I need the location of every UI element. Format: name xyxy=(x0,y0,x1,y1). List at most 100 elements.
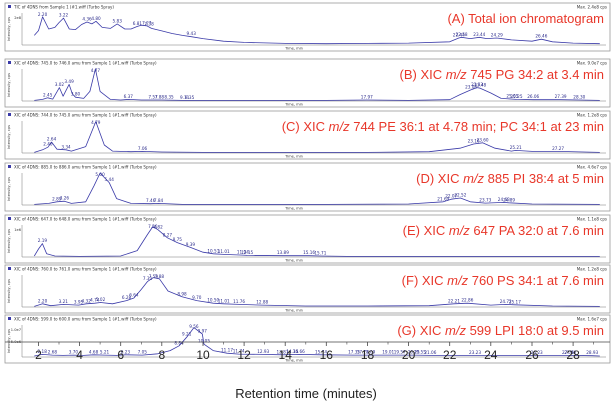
panel-annotation: (G) XIC m/z 599 LPI 18:0 at 9.5 min xyxy=(397,323,604,338)
annotation-detail: 599 LPI 18:0 at 9.5 min xyxy=(466,323,604,338)
peak-label: 2.18 xyxy=(38,349,48,354)
peak-label: 3.80 xyxy=(71,92,81,97)
x-tick-label: 20 xyxy=(402,348,416,362)
peak-label: 6.81 xyxy=(133,21,143,26)
peak-label: 9.70 xyxy=(192,295,202,300)
peak-label: 23.73 xyxy=(479,198,491,203)
peak-label: 6.37 xyxy=(124,94,134,99)
peak-label: 23.33 xyxy=(471,82,483,87)
peak-label: 23.48 xyxy=(474,83,486,88)
peak-label: 11.17 xyxy=(221,348,233,353)
peak-label: 3.26 xyxy=(60,196,70,201)
chromatogram-trace xyxy=(34,121,600,153)
chromatogram-panel: XIC of 4DNS: 885.0 to 886.0 amu from Sam… xyxy=(4,162,611,212)
x-tick-label: 24 xyxy=(484,348,498,362)
peak-label: 2.89 xyxy=(52,196,62,201)
peak-label: 7.56 xyxy=(148,224,158,229)
chromatogram-panel: XIC of 4DNS: 744.0 to 745.0 amu from Sam… xyxy=(4,110,611,160)
y-axis-label: Intensity, cps xyxy=(7,229,11,253)
annotation-mz: m/z xyxy=(449,223,470,238)
chromatogram-trace xyxy=(34,277,600,307)
annotation-detail: 760 PS 34:1 at 7.6 min xyxy=(468,273,604,288)
peak-label: 20.55 xyxy=(414,350,426,355)
peak-label: 25.21 xyxy=(510,145,522,150)
peak-label: 23.60 xyxy=(477,137,489,142)
y-axis-label: Intensity, cps xyxy=(7,329,11,353)
peak-label: 18.09 xyxy=(363,350,375,355)
peak-label: 4.68 xyxy=(89,349,99,354)
peak-label: 3.21 xyxy=(59,299,69,304)
peak-label: 19.01 xyxy=(382,350,394,355)
peak-label: 14.35 xyxy=(286,349,298,354)
peak-label: 26.46 xyxy=(535,34,547,39)
y-tick-label: 1.0e7 xyxy=(11,328,21,332)
peak-label: 21.69 xyxy=(437,196,449,201)
peak-label: 4.79 xyxy=(91,120,101,125)
panel-header: TIC of 4DNS from Sample 1 (#1.wiff (Turb… xyxy=(13,5,114,10)
peak-label: 2.68 xyxy=(48,350,58,355)
annotation-text: (G) XIC xyxy=(397,323,445,338)
peak-label: 7.05 xyxy=(138,350,148,355)
annotation-text: (B) XIC xyxy=(400,67,446,82)
panel-annotation: (B) XIC m/z 745 PG 34:2 at 3.4 min xyxy=(400,67,605,82)
x-tick-label: 14 xyxy=(279,348,293,362)
peak-label: 24.72 xyxy=(500,299,512,304)
peak-label: 7.31 xyxy=(143,276,153,281)
panel-frame xyxy=(4,2,611,52)
annotation-detail: 745 PG 34:2 at 3.4 min xyxy=(467,67,604,82)
panel-x-axis-label: Time, min xyxy=(284,103,303,107)
x-axis-title: Retention time (minutes) xyxy=(235,386,377,401)
trace-color-icon xyxy=(8,317,11,320)
peak-label: 28.30 xyxy=(573,95,585,100)
peak-label: 5.44 xyxy=(105,177,115,182)
panel-x-axis-label: Time, min xyxy=(284,47,303,51)
annotation-detail: 647 PA 32:0 at 7.6 min xyxy=(470,223,604,238)
peak-label: 21.06 xyxy=(424,350,436,355)
x-tick-label: 8 xyxy=(158,348,165,362)
peak-label: 2.45 xyxy=(43,92,53,97)
chromatogram-panel: XIC of 4DNS: 647.0 to 648.0 amu from Sam… xyxy=(4,214,611,264)
annotation-detail: 744 PE 36:1 at 4.78 min; PC 34:1 at 23 m… xyxy=(350,119,604,134)
peak-label: 9.11 xyxy=(180,95,190,100)
peak-label: 22.44 xyxy=(453,33,465,38)
peak-label: 7.46 xyxy=(146,198,156,203)
peak-label: 23.04 xyxy=(465,84,477,89)
peak-label: 27.39 xyxy=(555,94,567,99)
peak-label: 10.05 xyxy=(198,339,210,344)
trace-color-icon xyxy=(8,165,11,168)
y-axis-label: Intensity, cps xyxy=(7,17,11,41)
panel-header: XIC of 4DNS: 760.0 to 761.0 amu from Sam… xyxy=(14,267,157,272)
peak-label: 2.19 xyxy=(38,238,48,243)
peak-label: 7.57 xyxy=(148,95,158,100)
trace-color-icon xyxy=(8,217,11,220)
peak-label: 9.56 xyxy=(189,324,199,329)
peak-label: 14.66 xyxy=(293,349,305,354)
panel-annotation: (E) XIC m/z 647 PA 32:0 at 7.6 min xyxy=(403,223,604,238)
peak-label: 7.84 xyxy=(154,198,164,203)
panel-annotation: (A) Total ion chromatogram xyxy=(447,11,604,26)
chromatogram-trace xyxy=(34,172,600,205)
peak-label: 27.86 xyxy=(564,350,576,355)
panel-annotation: (C) XIC m/z 744 PE 36:1 at 4.78 min; PC … xyxy=(282,119,604,134)
peak-label: 24.63 xyxy=(498,197,510,202)
panel-max-intensity: Max. 1.2e8 cps xyxy=(577,267,607,272)
chromatogram-panels: TIC of 4DNS from Sample 1 (#1.wiff (Turb… xyxy=(4,2,611,364)
trace-color-icon xyxy=(8,113,11,116)
panel-max-intensity: Max. 1.6e7 cps xyxy=(577,317,607,322)
peak-label: 2.46 xyxy=(43,142,53,147)
peak-label: 5.83 xyxy=(113,18,123,23)
peak-label: 13.87 xyxy=(277,349,289,354)
x-tick-label: 22 xyxy=(443,348,457,362)
peak-label: 17.97 xyxy=(361,95,373,100)
chromatogram-panel: XIC of 4DNS: 599.0 to 600.0 amu from Sam… xyxy=(4,314,611,364)
peak-label: 11.01 xyxy=(218,298,230,303)
y-axis-label: Intensity, cps xyxy=(7,73,11,97)
peak-label: 4.32 xyxy=(82,298,92,303)
peak-label: 9.21 xyxy=(182,332,192,337)
peak-label: 5.00 xyxy=(95,172,105,177)
panel-max-intensity: Max. 1.1e8 cps xyxy=(577,217,607,222)
peak-label: 3.02 xyxy=(55,82,65,87)
peak-label: 3.49 xyxy=(64,79,74,84)
peak-label: 24.89 xyxy=(503,197,515,202)
